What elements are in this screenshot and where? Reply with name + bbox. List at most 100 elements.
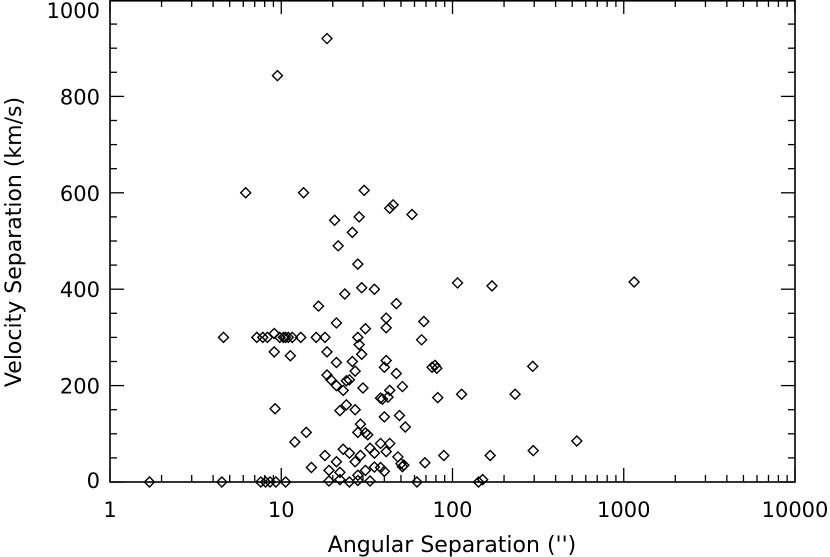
data-point [387, 198, 400, 211]
data-point [284, 349, 297, 362]
data-point [359, 464, 372, 477]
data-point [509, 388, 522, 401]
data-point [322, 475, 335, 488]
data-point [318, 331, 331, 344]
data-point [340, 374, 353, 387]
data-point [390, 297, 403, 310]
data-point [337, 443, 350, 456]
data-point [256, 331, 269, 344]
data-point [351, 258, 364, 271]
data-point [355, 348, 368, 361]
data-point [455, 388, 468, 401]
x-tick-label: 1000 [597, 498, 650, 522]
data-point [297, 186, 310, 199]
plot-border [109, 0, 796, 483]
data-point [343, 447, 356, 460]
data-point [349, 455, 362, 468]
data-point [343, 373, 356, 386]
data-point [378, 465, 391, 478]
data-point [333, 404, 346, 417]
y-tick-label: 600 [60, 182, 100, 206]
data-point [485, 279, 498, 292]
y-tick-label: 800 [60, 85, 100, 109]
data-point [328, 214, 341, 227]
data-point [358, 184, 371, 197]
x-tick-label: 100 [432, 498, 472, 522]
data-point [337, 384, 350, 397]
data-point [378, 361, 391, 374]
data-point [397, 459, 410, 472]
data-point [324, 373, 337, 386]
x-tick-label: 1 [103, 498, 116, 522]
data-point [390, 367, 403, 380]
data-point [359, 322, 372, 335]
data-point [354, 449, 367, 462]
data-point [628, 275, 641, 288]
data-point [277, 331, 290, 344]
data-points [143, 32, 641, 488]
data-point [215, 476, 228, 488]
data-point [346, 226, 359, 239]
data-point [378, 410, 391, 423]
data-point [349, 403, 362, 416]
data-point [268, 327, 281, 340]
data-point [364, 475, 377, 488]
data-point [355, 281, 368, 294]
data-point [312, 300, 325, 313]
data-point [430, 362, 443, 375]
x-tick-label: 10000 [762, 498, 829, 522]
data-point [383, 202, 396, 215]
data-point [476, 473, 489, 486]
data-point [279, 476, 292, 488]
data-point [310, 331, 323, 344]
data-point [368, 447, 381, 460]
data-point [351, 426, 364, 439]
data-point [361, 428, 374, 441]
data-point [418, 456, 431, 469]
data-point [269, 402, 282, 415]
data-point [380, 354, 393, 367]
data-point [330, 316, 343, 329]
y-axis-ticks: 0 200 400 600 800 1000 [47, 0, 795, 493]
y-tick-label: 200 [60, 375, 100, 399]
data-point [300, 426, 313, 439]
data-point [410, 476, 423, 488]
data-point [268, 345, 281, 358]
data-point [472, 476, 485, 488]
y-axis-label: Velocity Separation (km/s) [2, 97, 27, 387]
data-point [217, 331, 230, 344]
x-axis-ticks: 1 10 100 1000 10000 [103, 0, 828, 522]
data-point [383, 437, 396, 450]
data-point [333, 466, 346, 479]
data-point [271, 69, 284, 82]
data-point [269, 476, 282, 488]
data-point [405, 208, 418, 221]
data-point [393, 409, 406, 422]
data-point [318, 449, 331, 462]
data-point [330, 356, 343, 369]
data-point [399, 421, 412, 434]
data-point [394, 457, 407, 470]
data-point [286, 331, 299, 344]
data-point [374, 437, 387, 450]
data-point [570, 435, 583, 448]
data-point [333, 473, 346, 486]
data-point [451, 276, 464, 289]
data-point [343, 476, 356, 488]
y-tick-label: 1000 [47, 0, 100, 23]
data-point [417, 315, 430, 328]
data-point [340, 398, 353, 411]
data-point [351, 331, 364, 344]
data-point [431, 391, 444, 404]
data-point [346, 355, 359, 368]
data-point [259, 476, 272, 488]
y-tick-label: 0 [87, 469, 100, 493]
data-point [330, 379, 343, 392]
data-point [332, 239, 345, 252]
data-point [254, 476, 267, 488]
data-point [239, 186, 252, 199]
data-point [353, 338, 366, 351]
data-point [380, 321, 393, 334]
data-point [415, 333, 428, 346]
